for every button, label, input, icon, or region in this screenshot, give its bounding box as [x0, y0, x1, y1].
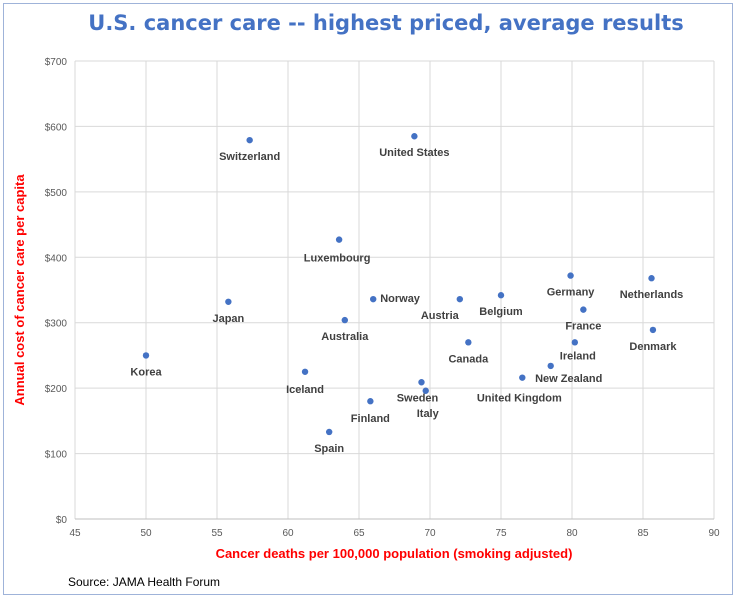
y-tick-label: $200: [45, 384, 68, 395]
data-point: [465, 339, 472, 346]
data-point: [571, 339, 579, 346]
x-tick-label: 70: [424, 528, 436, 539]
point-label: Denmark: [629, 341, 677, 353]
chart-title: U.S. cancer care -- highest priced, aver…: [88, 11, 683, 35]
point-label: Iceland: [286, 384, 324, 396]
x-tick-label: 50: [140, 528, 152, 539]
data-point: [341, 316, 348, 324]
data-point: [567, 272, 574, 279]
data-point: [301, 368, 309, 375]
point-label: Australia: [321, 331, 369, 343]
data-point: [418, 379, 425, 386]
data-point: [325, 428, 333, 436]
x-tick-label: 85: [637, 528, 649, 539]
data-point: [497, 292, 505, 299]
chart-frame: [3, 3, 733, 595]
data-point: [547, 362, 554, 370]
data-point: [370, 295, 377, 303]
y-tick-label: $0: [56, 515, 68, 526]
x-tick-label: 80: [566, 528, 578, 539]
tick-labels: 45 50 55 60 65 70 75 80 85 90 $0 $100 $200 $300 $400 $5…: [45, 57, 720, 539]
point-label: Canada: [448, 353, 489, 365]
data-points: Korea Japan Switzerland United States Luxemb…: [130, 133, 683, 455]
x-tick-label: 55: [211, 528, 223, 539]
point-label: Japan: [212, 313, 244, 325]
x-tick-label: 75: [495, 528, 507, 539]
point-label: Sweden: [397, 392, 439, 404]
point-label: Finland: [351, 413, 390, 425]
y-tick-label: $100: [45, 450, 68, 461]
data-point: [519, 374, 526, 381]
point-label: Spain: [314, 443, 344, 455]
data-point: [367, 398, 374, 405]
y-tick-label: $700: [45, 57, 68, 68]
point-label: Ireland: [560, 350, 596, 362]
point-label: Netherlands: [620, 289, 684, 301]
point-label: New Zealand: [535, 373, 602, 385]
point-label: Austria: [421, 310, 460, 322]
y-tick-label: $500: [45, 188, 68, 199]
gridlines: [74, 60, 715, 520]
y-tick-label: $300: [45, 319, 68, 330]
x-axis-label: Cancer deaths per 100,000 population (sm…: [216, 546, 573, 561]
y-axis-label: Annual cost of cancer care per capita: [12, 174, 27, 406]
y-tick-label: $400: [45, 253, 68, 264]
y-tick-label: $600: [45, 122, 68, 133]
point-label: Italy: [417, 408, 440, 420]
data-point: [422, 387, 429, 394]
data-point: [411, 133, 418, 140]
x-tick-label: 60: [282, 528, 294, 539]
data-point: [580, 306, 587, 313]
point-label: United States: [379, 147, 449, 159]
x-tick-label: 65: [353, 528, 365, 539]
data-point: [225, 298, 232, 305]
source-note: Source: JAMA Health Forum: [68, 575, 220, 589]
data-point: [142, 352, 150, 359]
point-label: Germany: [547, 287, 596, 299]
point-label: France: [565, 321, 601, 333]
point-label: United Kingdom: [477, 393, 562, 405]
point-label: Korea: [130, 366, 162, 378]
data-point: [649, 326, 657, 334]
point-label: Norway: [380, 293, 421, 305]
data-point: [335, 236, 343, 243]
x-tick-label: 90: [708, 528, 720, 539]
point-label: Belgium: [479, 306, 523, 318]
point-label: Luxembourg: [304, 253, 371, 265]
point-label: Switzerland: [219, 151, 280, 163]
x-tick-label: 45: [69, 528, 81, 539]
data-point: [246, 136, 253, 144]
data-point: [456, 295, 464, 303]
data-point: [648, 275, 655, 282]
